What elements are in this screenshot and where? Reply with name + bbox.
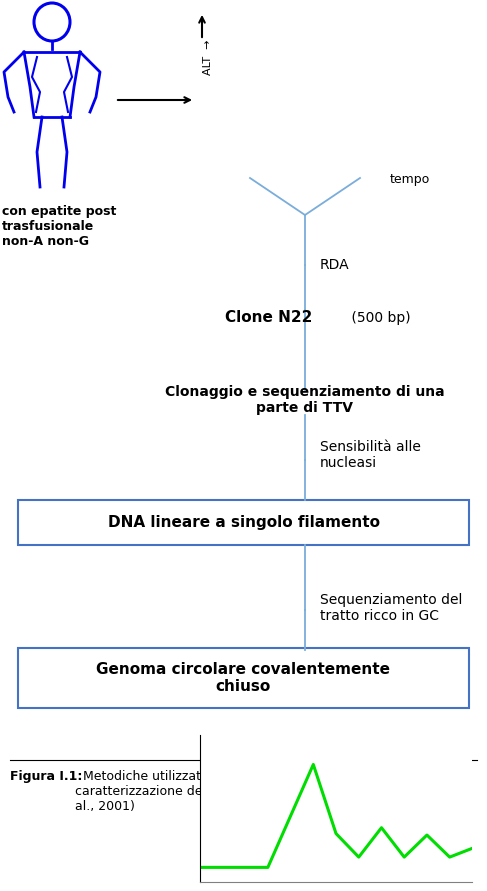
Text: Genoma circolare covalentemente
chiuso: Genoma circolare covalentemente chiuso bbox=[96, 662, 391, 694]
Bar bbox=[18, 648, 469, 708]
Text: (500 bp): (500 bp) bbox=[347, 311, 411, 325]
Text: RDA: RDA bbox=[320, 258, 350, 272]
Text: Metodiche utilizzate per la scoperta e la
caratterizzazione del virus (tratta e : Metodiche utilizzate per la scoperta e l… bbox=[75, 770, 469, 813]
Text: Figura I.1:: Figura I.1: bbox=[10, 770, 82, 783]
Text: Clone N22: Clone N22 bbox=[225, 310, 312, 325]
Text: Clonaggio e sequenziamento di una
parte di TTV: Clonaggio e sequenziamento di una parte … bbox=[165, 385, 445, 415]
Text: tempo: tempo bbox=[390, 173, 430, 186]
Text: Sequenziamento del
tratto ricco in GC: Sequenziamento del tratto ricco in GC bbox=[320, 593, 462, 623]
Text: DNA lineare a singolo filamento: DNA lineare a singolo filamento bbox=[108, 515, 379, 530]
Text: ALT  →: ALT → bbox=[203, 39, 213, 75]
Text: Sensibilità alle
nucleasi: Sensibilità alle nucleasi bbox=[320, 440, 421, 470]
Bar bbox=[18, 500, 469, 545]
Text: con epatite post
trasfusionale
non-A non-G: con epatite post trasfusionale non-A non… bbox=[2, 205, 116, 248]
